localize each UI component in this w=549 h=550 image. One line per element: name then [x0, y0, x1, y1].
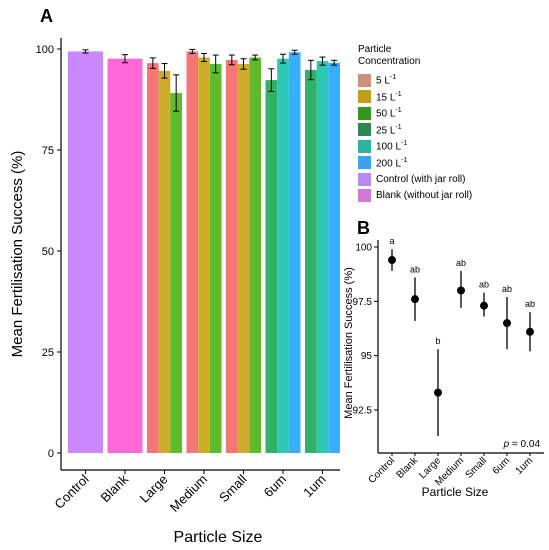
panel-b-y-tick-label: 95 — [361, 351, 373, 362]
panel-b-point — [457, 286, 465, 295]
legend: Particle Concentration 5 L-1 15 L-1 50 L-1… — [358, 44, 472, 204]
legend-item: 25 L-1 — [358, 122, 472, 139]
panel-b-point — [480, 301, 488, 310]
panel-b-label: B — [357, 218, 370, 238]
panel-a-bar — [107, 58, 143, 454]
panel-b-group-letter: ab — [410, 264, 420, 274]
legend-item: 15 L-1 — [358, 89, 472, 106]
panel-b-p-symbol: p — [503, 439, 510, 450]
panel-b-group-letter: ab — [456, 258, 466, 268]
panel-b-y-tick-label: 100 — [355, 243, 372, 254]
panel-a-bar — [265, 80, 278, 453]
panel-a-y-tick-label: 25 — [42, 347, 54, 359]
legend-swatch — [358, 172, 371, 186]
panel-b-point — [526, 327, 534, 336]
panel-a-bar — [186, 51, 199, 453]
panel-b-point — [388, 256, 396, 265]
panel-b-point — [411, 295, 419, 304]
panel-a-bar — [226, 59, 238, 454]
panel-a-x-tick-label: Blank — [98, 471, 132, 505]
legend-swatch — [358, 189, 371, 203]
panel-a-bar — [249, 57, 261, 453]
legend-swatch — [358, 106, 371, 120]
legend-swatch — [358, 73, 371, 87]
legend-swatch — [358, 139, 371, 153]
panel-a-y-tick-label: 0 — [48, 448, 54, 460]
panel-b-p-number: = 0.04 — [509, 439, 540, 450]
panel-a-y-tick-label: 100 — [36, 44, 54, 56]
panel-a-bar — [198, 57, 210, 453]
legend-label: Blank (without jar roll) — [376, 190, 473, 202]
panel-a-bar — [237, 63, 250, 454]
panel-b-y-tick-label: 97.5 — [353, 297, 373, 308]
legend-item: 100 L-1 — [358, 138, 472, 155]
panel-a-y-axis-label: Mean Fertilisation Success (%) — [9, 151, 26, 358]
panel-a-x-tick-label: 1um — [300, 472, 328, 500]
panel-a-label: A — [40, 6, 53, 26]
panel-a-bar — [288, 52, 301, 454]
legend-item: 200 L-1 — [358, 155, 472, 172]
panel-b-point — [434, 388, 442, 397]
panel-b-p-value: p = 0.04 — [503, 439, 541, 450]
panel-a-x-tick-label: Medium — [167, 472, 210, 515]
legend-title: Particle Concentration — [358, 44, 472, 68]
legend-title-line1: Particle — [358, 44, 392, 55]
panel-b-point — [503, 319, 511, 328]
panel-a-x-axis-label: Particle Size — [174, 529, 263, 546]
panel-a-bar — [277, 58, 289, 454]
panel-a-bar — [147, 63, 159, 453]
panel-a-bar — [158, 70, 171, 453]
panel-a-x-tick-label: Small — [216, 471, 250, 505]
legend-label: 25 L-1 — [376, 123, 402, 136]
legend-label: 5 L-1 — [376, 74, 397, 87]
legend-item: Control (with jar roll) — [358, 171, 472, 188]
legend-swatch — [358, 156, 371, 170]
legend-label: Control (with jar roll) — [376, 173, 466, 185]
legend-item: Blank (without jar roll) — [358, 188, 472, 205]
panel-b-x-tick-label: Small — [464, 455, 489, 480]
panel-b-x-tick-label: 6um — [491, 455, 513, 477]
panel-b-y-axis-label: Mean Fertilisation Success (%) — [343, 267, 355, 419]
panel-b-group-letter: ab — [502, 284, 512, 294]
panel-a-bar — [170, 93, 182, 453]
panel-b-group-letter: a — [389, 236, 394, 246]
panel-a-x-tick-label: Control — [51, 471, 91, 511]
legend-title-line2: Concentration — [358, 56, 421, 67]
legend-item: 50 L-1 — [358, 105, 472, 122]
panel-a-y-tick-label: 75 — [42, 145, 54, 157]
legend-label: 15 L-1 — [376, 90, 402, 103]
legend-label: 50 L-1 — [376, 107, 402, 120]
panel-a-x-tick-label: Large — [137, 472, 171, 506]
panel-b-group-letter: ab — [525, 299, 535, 309]
panel-a-bar — [316, 61, 329, 454]
panel-a-bar — [209, 63, 222, 454]
panel-a-x-tick-label: 6um — [261, 472, 289, 500]
legend-swatch — [358, 123, 371, 137]
panel-b-x-axis-label: Particle Size — [422, 485, 489, 499]
panel-a-bar — [328, 62, 340, 454]
panel-b-group-letter: b — [435, 336, 440, 346]
legend-swatch — [358, 90, 371, 104]
legend-label: 100 L-1 — [376, 140, 408, 153]
panel-b-x-tick-label: 1um — [514, 455, 536, 477]
legend-item: 5 L-1 — [358, 72, 472, 89]
panel-a-y-tick-label: 50 — [42, 246, 54, 258]
panel-a-bar — [305, 70, 317, 454]
panel-b-x-tick-label: Control — [367, 455, 398, 486]
panel-a-bar — [68, 51, 103, 453]
panel-b-group-letter: ab — [479, 280, 489, 290]
panel-b-y-tick-label: 92.5 — [353, 406, 373, 417]
panel-b-x-tick-label: Blank — [395, 455, 421, 481]
legend-label: 200 L-1 — [376, 156, 408, 169]
